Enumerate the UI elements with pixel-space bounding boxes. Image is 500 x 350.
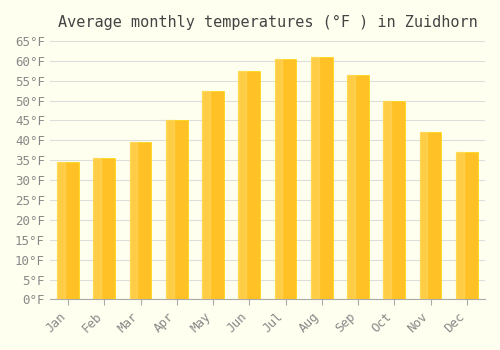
Bar [384,100,391,300]
Bar [311,57,332,300]
Bar [347,75,355,300]
Bar [57,162,64,300]
Bar [94,158,115,300]
Bar [311,57,318,300]
Bar [130,142,138,300]
Bar [94,158,101,300]
Bar [202,91,210,300]
Bar [456,152,464,300]
Bar [57,162,79,300]
Title: Average monthly temperatures (°F ) in Zuidhorn: Average monthly temperatures (°F ) in Zu… [58,15,478,30]
Bar [166,120,188,300]
Bar [166,120,173,300]
Bar [238,71,246,300]
Bar [274,59,282,300]
Bar [456,152,477,300]
Bar [238,71,260,300]
Bar [384,100,405,300]
Bar [420,132,428,300]
Bar [347,75,369,300]
Bar [202,91,224,300]
Bar [274,59,296,300]
Bar [130,142,152,300]
Bar [420,132,442,300]
